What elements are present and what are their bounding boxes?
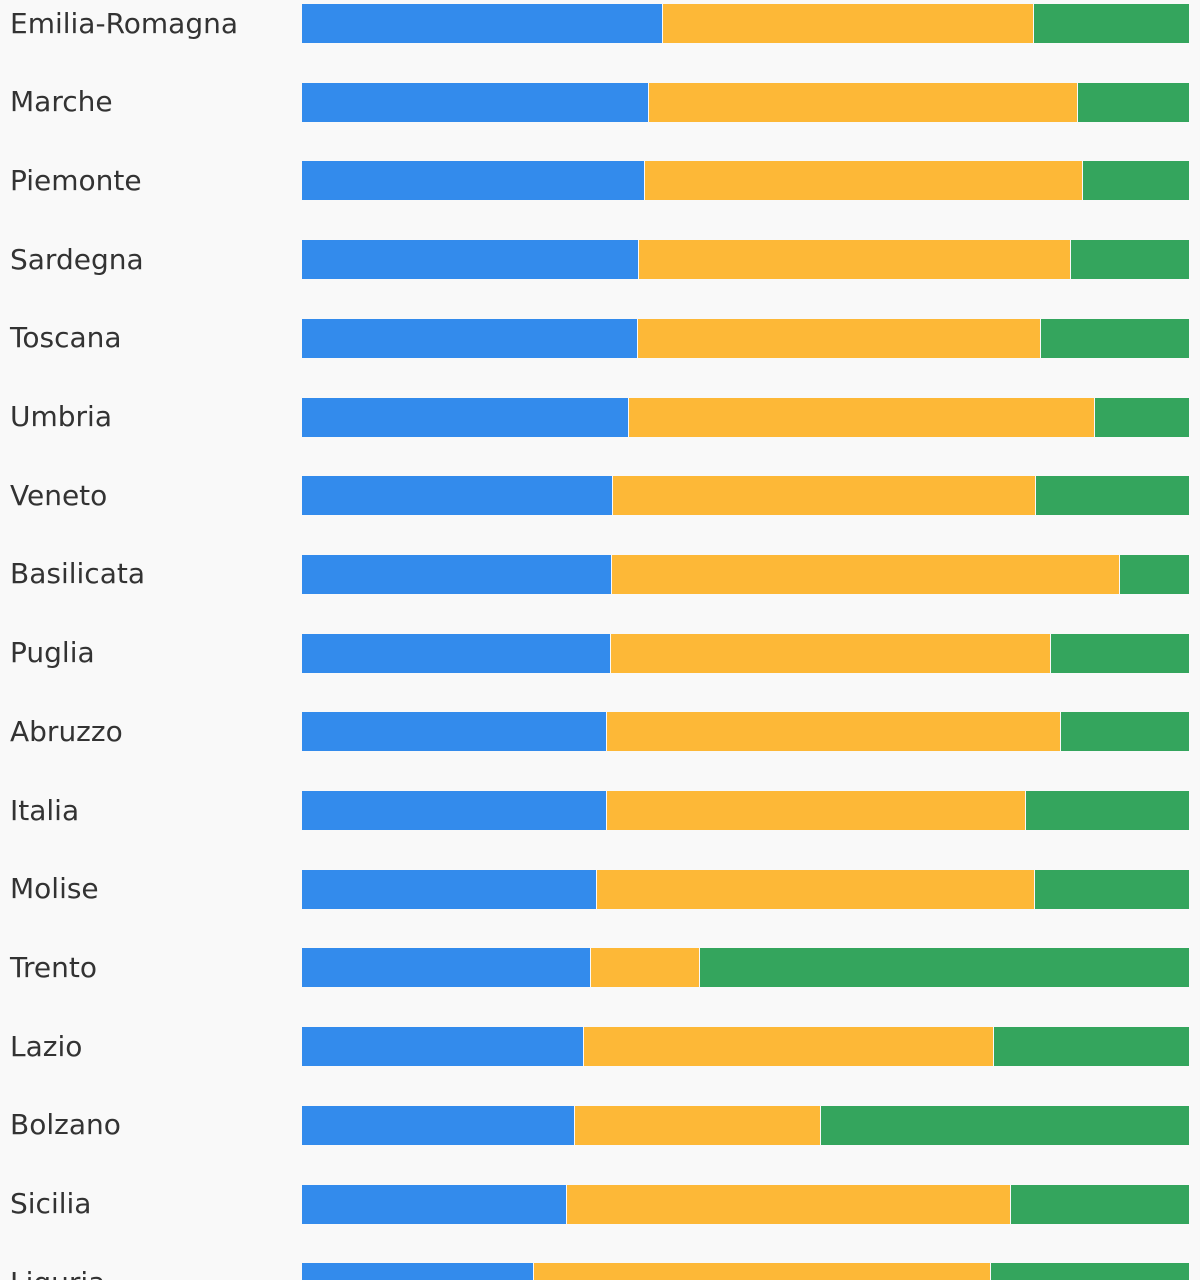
bar-segment-2 <box>628 397 1094 437</box>
bar-segment-3 <box>1061 712 1189 752</box>
bar-segment-3 <box>993 1027 1189 1067</box>
bar-segment-3 <box>1051 633 1189 673</box>
bar-segment-1 <box>302 397 628 437</box>
bar-segment-1 <box>302 161 644 201</box>
bar-segment-1 <box>302 476 612 516</box>
bar-segment-3 <box>1010 1184 1189 1224</box>
bar-segment-2 <box>644 161 1083 201</box>
category-label: Lazio <box>10 1029 83 1063</box>
bar-segment-1 <box>302 948 591 988</box>
bar-segment-2 <box>574 1105 821 1145</box>
bar-segment-1 <box>302 869 596 909</box>
bar-segment-3 <box>1094 397 1189 437</box>
bar-segment-2 <box>591 948 699 988</box>
category-label: Basilicata <box>10 557 145 591</box>
bar-segment-2 <box>637 318 1040 358</box>
bar-segment-2 <box>607 712 1061 752</box>
bar-segment-1 <box>302 82 649 122</box>
category-label: Umbria <box>10 400 112 433</box>
bar-segment-1 <box>302 712 607 752</box>
category-label: Puglia <box>10 636 95 670</box>
category-label: Piemonte <box>10 163 142 197</box>
bar-segment-3 <box>1119 554 1189 594</box>
bar-segment-3 <box>1083 161 1189 201</box>
bar-segment-3 <box>1040 318 1189 358</box>
category-label: Trento <box>10 950 97 984</box>
bar-segment-3 <box>991 1263 1189 1280</box>
bar-segment-2 <box>611 554 1119 594</box>
bar-segment-2 <box>612 476 1036 516</box>
category-label: Toscana <box>10 321 122 355</box>
bar-segment-2 <box>639 240 1070 280</box>
bar-segment-1 <box>302 1027 584 1067</box>
bar-segment-1 <box>302 791 607 830</box>
bar-segment-1 <box>302 1105 574 1145</box>
category-label: Liguria <box>10 1268 105 1280</box>
category-label: Sicilia <box>10 1187 92 1220</box>
category-label: Abruzzo <box>10 714 123 748</box>
bar-segment-2 <box>596 869 1035 909</box>
bar-segment-1 <box>302 554 611 594</box>
bar-segment-1 <box>302 633 611 673</box>
bar-segment-2 <box>611 633 1051 673</box>
bar-segment-2 <box>649 82 1078 122</box>
bar-segment-3 <box>1071 240 1189 280</box>
category-label: Molise <box>10 872 99 906</box>
bar-segment-3 <box>1035 869 1189 909</box>
category-label: Veneto <box>10 478 108 512</box>
bar-segment-3 <box>1025 791 1189 830</box>
bar-segment-2 <box>566 1184 1010 1224</box>
bar-segment-3 <box>699 948 1189 988</box>
bar-segment-1 <box>302 1184 566 1224</box>
bar-segment-2 <box>607 791 1025 830</box>
bar-segment-3 <box>1033 4 1189 43</box>
category-label: Marche <box>10 85 113 119</box>
bar-segment-1 <box>302 240 639 280</box>
bar-segment-3 <box>821 1105 1189 1145</box>
category-label: Sardegna <box>10 242 144 276</box>
bar-segment-3 <box>1078 82 1189 122</box>
bar-segment-2 <box>533 1263 991 1280</box>
category-label: Italia <box>10 793 80 827</box>
bar-segment-2 <box>662 4 1033 43</box>
bar-segment-1 <box>302 1263 533 1280</box>
category-label: Bolzano <box>10 1108 121 1142</box>
bar-segment-3 <box>1036 476 1189 516</box>
category-label: Emilia-Romagna <box>10 6 239 40</box>
bar-segment-1 <box>302 318 637 358</box>
bar-segment-2 <box>584 1027 993 1067</box>
bar-segment-1 <box>302 4 662 43</box>
